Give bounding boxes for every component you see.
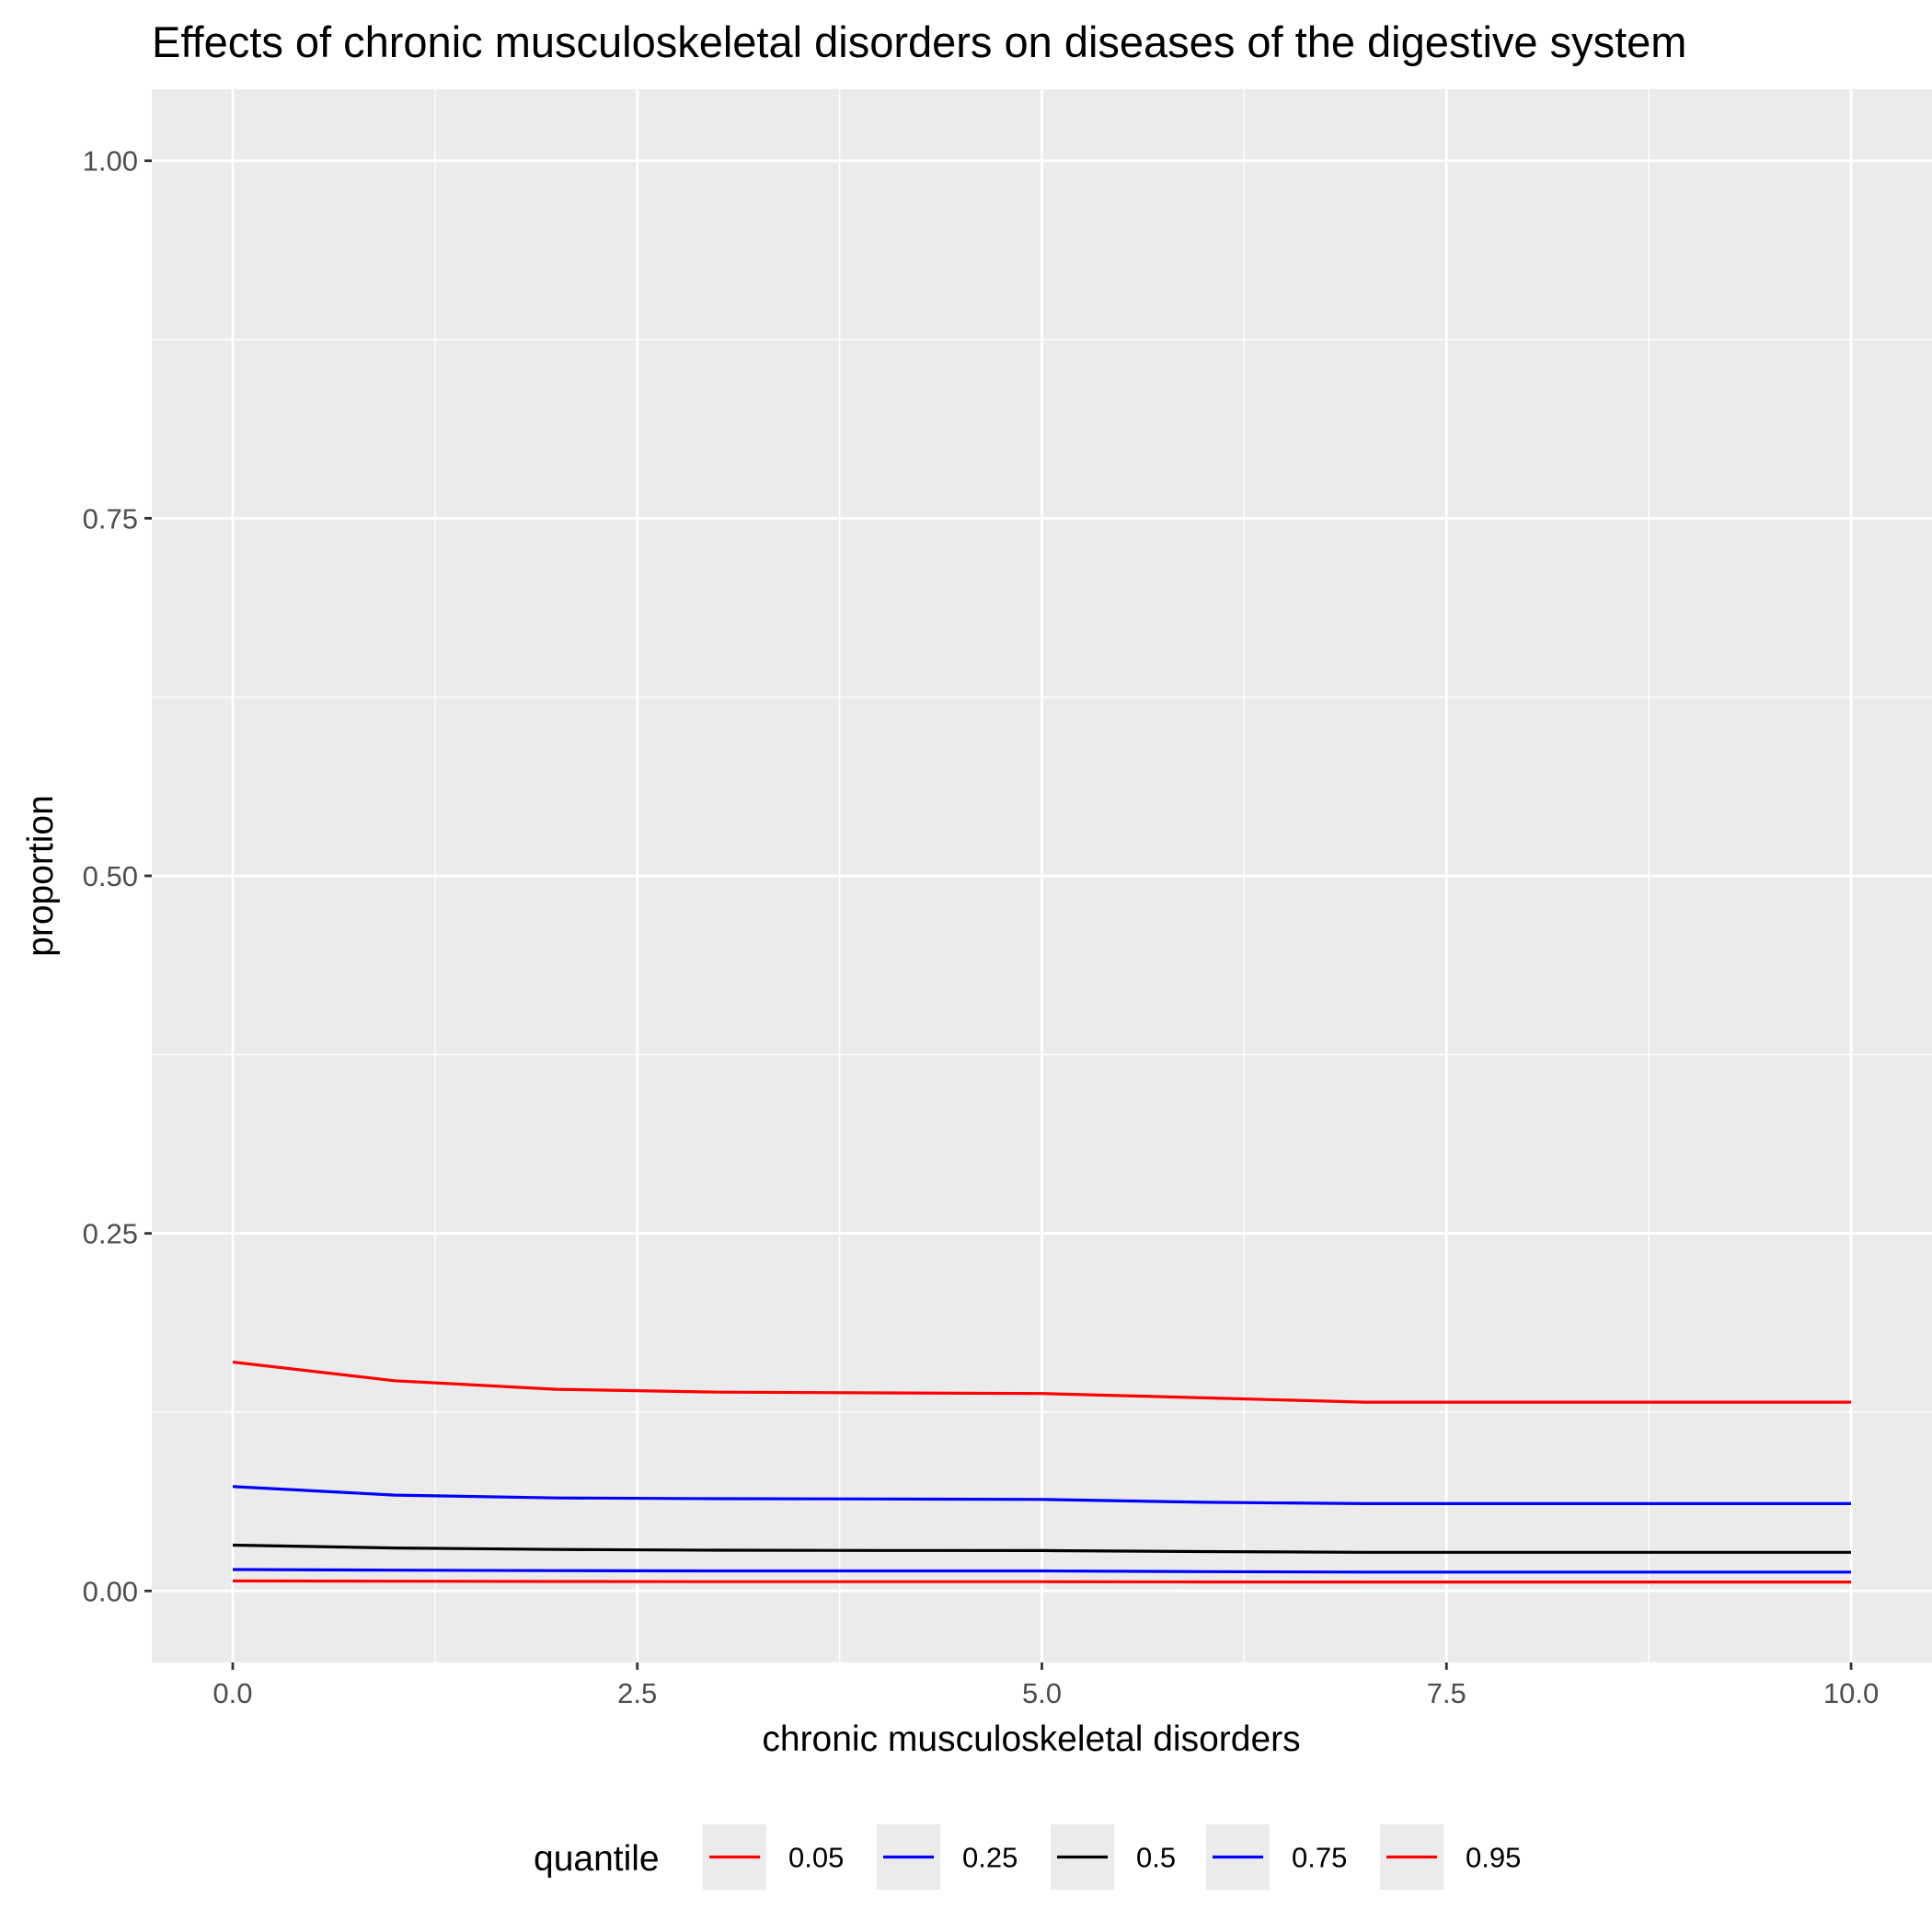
series-line-0-75 — [232, 1485, 1851, 1506]
x-tick-label: 7.5 — [1427, 1677, 1466, 1709]
legend-label-0-25: 0.25 — [962, 1842, 1018, 1874]
legend-title: quantile — [534, 1839, 660, 1879]
x-axis-title: chronic musculoskeletal disorders — [762, 1719, 1300, 1759]
y-tick-label: 0.75 — [83, 502, 138, 535]
y-axis-title: proportion — [21, 795, 61, 957]
series-line-0-25 — [232, 1568, 1851, 1574]
legend-label-0-95: 0.95 — [1466, 1842, 1521, 1874]
series-lines — [232, 1360, 1851, 1584]
legend-items: 0.05 0.25 0.5 0.75 0.95 — [703, 1824, 1521, 1890]
legend-label-0-5: 0.5 — [1136, 1842, 1176, 1874]
legend-label-0-75: 0.75 — [1292, 1842, 1347, 1874]
y-tick-label: 0.50 — [83, 860, 138, 892]
x-tick-label: 5.0 — [1022, 1677, 1062, 1709]
y-tick-label: 0.00 — [83, 1575, 138, 1607]
y-tick-label: 0.25 — [83, 1218, 138, 1250]
chart-title: Effects of chronic musculoskeletal disor… — [152, 17, 1686, 66]
x-tick-label: 0.0 — [213, 1677, 252, 1709]
legend-label-0-05: 0.05 — [788, 1842, 844, 1874]
x-axis: 0.0 2.5 5.0 7.5 10.0 — [213, 1662, 1879, 1709]
y-axis: 0.00 0.25 0.50 0.75 1.00 — [83, 145, 152, 1607]
x-tick-label: 2.5 — [617, 1677, 657, 1709]
x-tick-label: 10.0 — [1823, 1677, 1879, 1709]
legend: quantile 0.05 0.25 0.5 0.75 0.95 — [534, 1824, 1521, 1890]
major-grid — [152, 89, 1932, 1662]
y-tick-label: 1.00 — [83, 145, 138, 178]
series-line-0-95 — [232, 1360, 1851, 1404]
series-line-0-5 — [232, 1543, 1851, 1554]
